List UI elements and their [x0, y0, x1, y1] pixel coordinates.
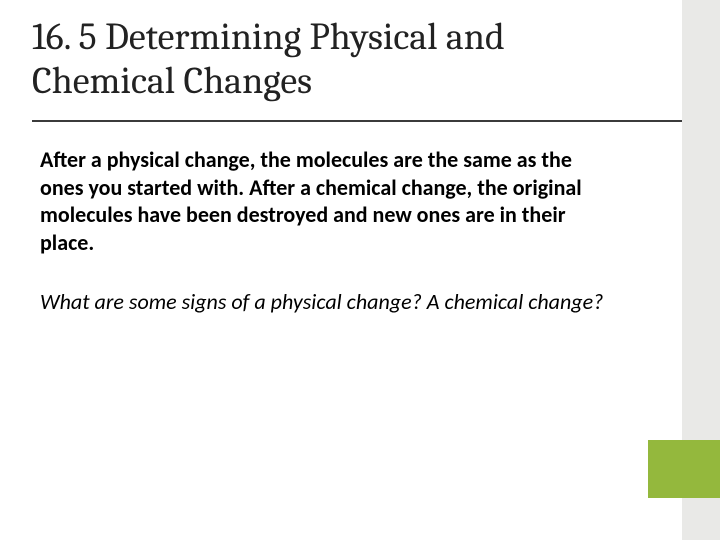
slide-title: 16. 5 Determining Physical and Chemical …: [32, 16, 632, 103]
accent-block: [648, 440, 720, 498]
question-paragraph: What are some signs of a physical change…: [40, 288, 610, 316]
title-underline: [32, 120, 682, 122]
body-paragraph: After a physical change, the molecules a…: [40, 146, 610, 256]
